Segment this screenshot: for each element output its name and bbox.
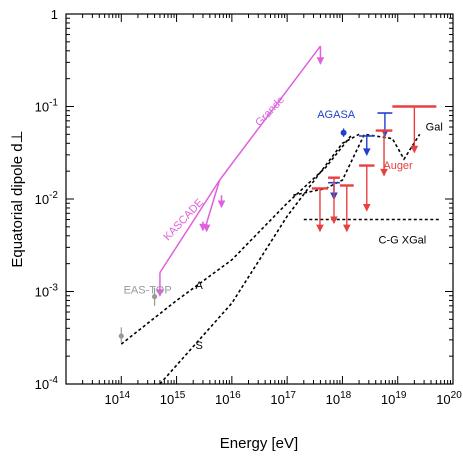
kascade-limit-line — [159, 179, 221, 274]
annotation-grande: Grande — [253, 94, 287, 129]
x-tick-label: 1018 — [326, 390, 352, 407]
y-tick-label: 1 — [51, 7, 58, 22]
grande-limit-line — [218, 45, 322, 181]
annotation-eas-top: EAS-TOP — [124, 285, 172, 297]
x-tick-label: 1017 — [270, 390, 296, 407]
chart-series — [118, 45, 441, 385]
grande-arrow-head — [316, 57, 325, 65]
kascade-arrow-head — [156, 289, 164, 297]
kascade-single-arrow-head — [199, 223, 207, 232]
kascade-single-arrow-head — [217, 200, 226, 209]
annotation-s: S — [196, 340, 203, 352]
annotation-gal: Gal — [426, 122, 443, 134]
model-curve-s — [159, 133, 360, 385]
agasa-arrow-head — [362, 148, 371, 156]
x-tick-label: 1014 — [104, 390, 130, 407]
annotation-a: A — [196, 280, 204, 292]
auger-arrow-head — [380, 168, 388, 177]
eastop-point — [151, 294, 158, 300]
auger-arrow-head — [342, 224, 351, 233]
agasa-point — [340, 129, 347, 136]
y-axis-title: Equatorial dipole d⊥ — [9, 130, 26, 267]
model-curve-a — [120, 133, 353, 345]
plot-frame — [65, 13, 454, 385]
x-tick-label: 1015 — [160, 390, 186, 407]
x-tick-label: 1020 — [436, 390, 462, 407]
auger-arrow-head — [410, 145, 419, 154]
x-tick-label: 1016 — [215, 390, 241, 407]
chart-labels: 1014 1015 1016 1017 1018 1019 1020 1 10-1 10-2 10-… — [35, 7, 463, 407]
kascade-limit-line — [205, 179, 221, 224]
annotation-agasa: AGASA — [317, 109, 356, 121]
y-tick-label: 10-3 — [35, 283, 59, 300]
auger-arrow-head — [362, 204, 371, 212]
axis-ticks — [65, 14, 453, 385]
y-tick-label: 10-1 — [35, 98, 59, 115]
y-tick-label: 10-2 — [35, 190, 59, 207]
y-tick-label: 10-4 — [35, 375, 59, 392]
eastop-point — [118, 333, 124, 339]
annotation-auger: Auger — [383, 160, 413, 172]
annotation-c-g-xgal: C-G XGal — [379, 235, 427, 247]
auger-arrow-head — [316, 224, 324, 233]
auger-arrow-head — [330, 216, 338, 225]
x-axis-title: Energy [eV] — [220, 435, 298, 452]
x-tick-label: 1019 — [381, 390, 407, 407]
